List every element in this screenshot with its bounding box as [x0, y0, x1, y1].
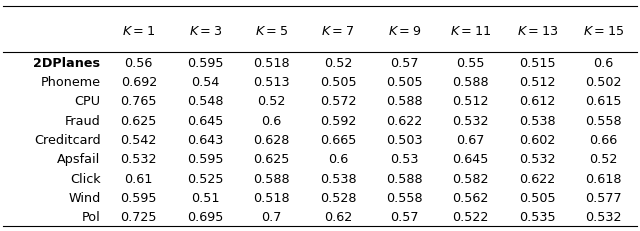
Text: 0.622: 0.622 — [387, 114, 422, 127]
Text: 0.502: 0.502 — [586, 76, 622, 88]
Text: 0.528: 0.528 — [320, 191, 356, 204]
Text: 0.628: 0.628 — [253, 133, 290, 146]
Text: 0.665: 0.665 — [320, 133, 356, 146]
Text: 0.62: 0.62 — [324, 210, 352, 223]
Text: 0.572: 0.572 — [320, 95, 356, 108]
Text: Creditcard: Creditcard — [34, 133, 100, 146]
Text: 0.645: 0.645 — [452, 152, 489, 165]
Text: 0.588: 0.588 — [386, 172, 422, 185]
Text: 0.645: 0.645 — [187, 114, 223, 127]
Text: 0.582: 0.582 — [452, 172, 489, 185]
Text: 0.625: 0.625 — [120, 114, 157, 127]
Text: 0.6: 0.6 — [593, 56, 614, 69]
Text: 0.6: 0.6 — [262, 114, 282, 127]
Text: 0.503: 0.503 — [386, 133, 422, 146]
Text: 0.542: 0.542 — [120, 133, 157, 146]
Text: 0.7: 0.7 — [261, 210, 282, 223]
Text: 0.538: 0.538 — [320, 172, 356, 185]
Text: 0.56: 0.56 — [125, 56, 153, 69]
Text: 0.532: 0.532 — [519, 152, 556, 165]
Text: 0.558: 0.558 — [586, 114, 622, 127]
Text: 0.695: 0.695 — [187, 210, 223, 223]
Text: Wind: Wind — [68, 191, 100, 204]
Text: 0.562: 0.562 — [452, 191, 489, 204]
Text: 0.52: 0.52 — [257, 95, 286, 108]
Text: 0.61: 0.61 — [125, 172, 153, 185]
Text: 0.535: 0.535 — [519, 210, 556, 223]
Text: 0.57: 0.57 — [390, 210, 419, 223]
Text: $K = 5$: $K = 5$ — [255, 25, 288, 38]
Text: 0.615: 0.615 — [586, 95, 622, 108]
Text: $K = 15$: $K = 15$ — [583, 25, 624, 38]
Text: 0.513: 0.513 — [253, 76, 290, 88]
Text: Phoneme: Phoneme — [40, 76, 100, 88]
Text: 0.765: 0.765 — [120, 95, 157, 108]
Text: 0.558: 0.558 — [386, 191, 422, 204]
Text: 0.52: 0.52 — [589, 152, 618, 165]
Text: 0.525: 0.525 — [187, 172, 223, 185]
Text: 0.505: 0.505 — [386, 76, 422, 88]
Text: Pol: Pol — [82, 210, 100, 223]
Text: 0.538: 0.538 — [519, 114, 556, 127]
Text: 0.612: 0.612 — [519, 95, 556, 108]
Text: CPU: CPU — [74, 95, 100, 108]
Text: 0.618: 0.618 — [586, 172, 622, 185]
Text: 0.54: 0.54 — [191, 76, 220, 88]
Text: $K = 9$: $K = 9$ — [388, 25, 421, 38]
Text: 0.532: 0.532 — [120, 152, 157, 165]
Text: 0.66: 0.66 — [589, 133, 618, 146]
Text: 0.522: 0.522 — [452, 210, 489, 223]
Text: 0.505: 0.505 — [519, 191, 556, 204]
Text: 0.52: 0.52 — [324, 56, 352, 69]
Text: 0.692: 0.692 — [121, 76, 157, 88]
Text: 0.588: 0.588 — [452, 76, 489, 88]
Text: $K = 1$: $K = 1$ — [122, 25, 156, 38]
Text: 0.6: 0.6 — [328, 152, 348, 165]
Text: $K = 13$: $K = 13$ — [516, 25, 558, 38]
Text: 0.532: 0.532 — [586, 210, 622, 223]
Text: 0.588: 0.588 — [386, 95, 422, 108]
Text: Fraud: Fraud — [65, 114, 100, 127]
Text: 0.588: 0.588 — [253, 172, 290, 185]
Text: 0.595: 0.595 — [187, 152, 223, 165]
Text: 0.518: 0.518 — [253, 56, 290, 69]
Text: 0.53: 0.53 — [390, 152, 419, 165]
Text: 0.512: 0.512 — [519, 76, 556, 88]
Text: 0.505: 0.505 — [320, 76, 356, 88]
Text: 0.622: 0.622 — [519, 172, 556, 185]
Text: 0.67: 0.67 — [456, 133, 485, 146]
Text: 0.592: 0.592 — [320, 114, 356, 127]
Text: $K = 7$: $K = 7$ — [321, 25, 355, 38]
Text: 0.625: 0.625 — [253, 152, 290, 165]
Text: 0.515: 0.515 — [519, 56, 556, 69]
Text: 0.602: 0.602 — [519, 133, 556, 146]
Text: $K = 11$: $K = 11$ — [450, 25, 492, 38]
Text: 0.55: 0.55 — [456, 56, 485, 69]
Text: 0.512: 0.512 — [452, 95, 489, 108]
Text: 0.577: 0.577 — [586, 191, 622, 204]
Text: 0.51: 0.51 — [191, 191, 220, 204]
Text: 0.595: 0.595 — [120, 191, 157, 204]
Text: $K = 3$: $K = 3$ — [189, 25, 221, 38]
Text: 0.57: 0.57 — [390, 56, 419, 69]
Text: 0.532: 0.532 — [452, 114, 489, 127]
Text: 0.518: 0.518 — [253, 191, 290, 204]
Text: Apsfail: Apsfail — [57, 152, 100, 165]
Text: 0.725: 0.725 — [120, 210, 157, 223]
Text: 0.548: 0.548 — [187, 95, 223, 108]
Text: Click: Click — [70, 172, 100, 185]
Text: 2DPlanes: 2DPlanes — [33, 56, 100, 69]
Text: 0.643: 0.643 — [187, 133, 223, 146]
Text: 0.595: 0.595 — [187, 56, 223, 69]
